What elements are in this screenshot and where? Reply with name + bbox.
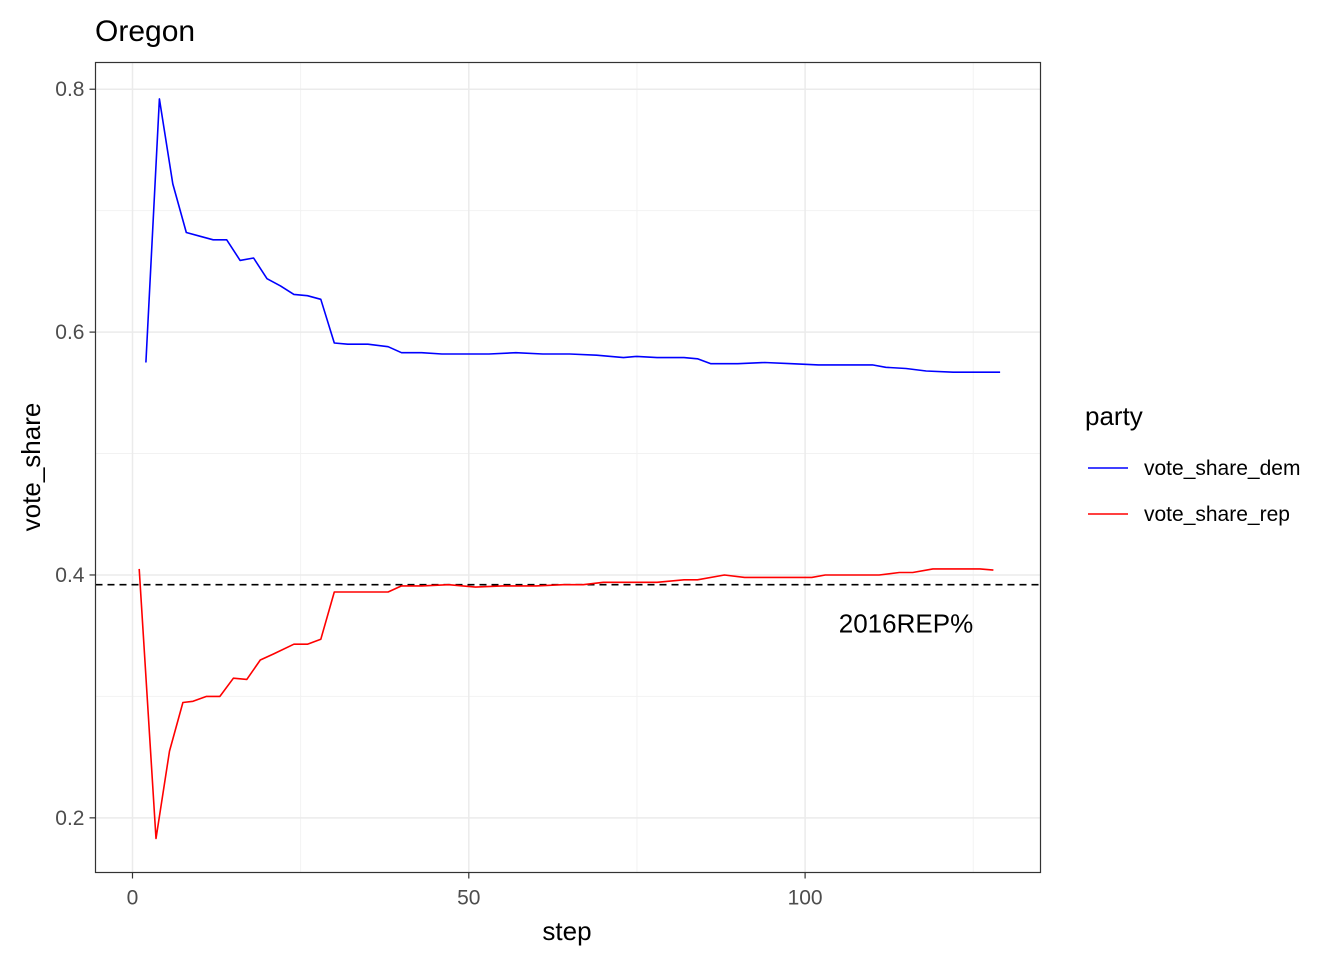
y-tick-label: 0.4 — [55, 564, 85, 587]
y-tick-label: 0.6 — [55, 321, 84, 344]
grid-minor — [95, 62, 1041, 873]
y-tick-label: 0.2 — [55, 807, 84, 830]
legend-title: party — [1085, 401, 1143, 431]
chart-title: Oregon — [95, 15, 195, 48]
series-line-vote-share-dem — [145, 98, 1001, 374]
series-line-vote-share-rep — [138, 568, 994, 840]
series-layer — [138, 98, 1001, 840]
x-tick-label: 50 — [457, 887, 480, 910]
reference-line-label: 2016REP% — [839, 609, 973, 639]
x-axis-ticks: 0 50 100 — [127, 872, 823, 910]
y-tick-label: 0.8 — [55, 78, 84, 101]
reference-layer: 2016REP% — [95, 583, 1041, 639]
x-tick-label: 0 — [127, 887, 139, 910]
panel-border — [94, 61, 1042, 874]
legend-label-vote-share-rep: vote_share_rep — [1144, 503, 1290, 526]
legend-items: vote_share_dem vote_share_rep — [1088, 457, 1300, 526]
x-tick-label: 100 — [788, 887, 823, 910]
grid-major — [95, 62, 1041, 873]
y-axis-ticks: 0.2 0.4 0.6 0.8 — [55, 78, 96, 830]
x-axis-title: step — [542, 916, 591, 946]
legend: party vote_share_dem vote_share_rep — [1085, 401, 1300, 526]
legend-label-vote-share-dem: vote_share_dem — [1144, 457, 1300, 480]
y-axis-title: vote_share — [16, 403, 46, 532]
